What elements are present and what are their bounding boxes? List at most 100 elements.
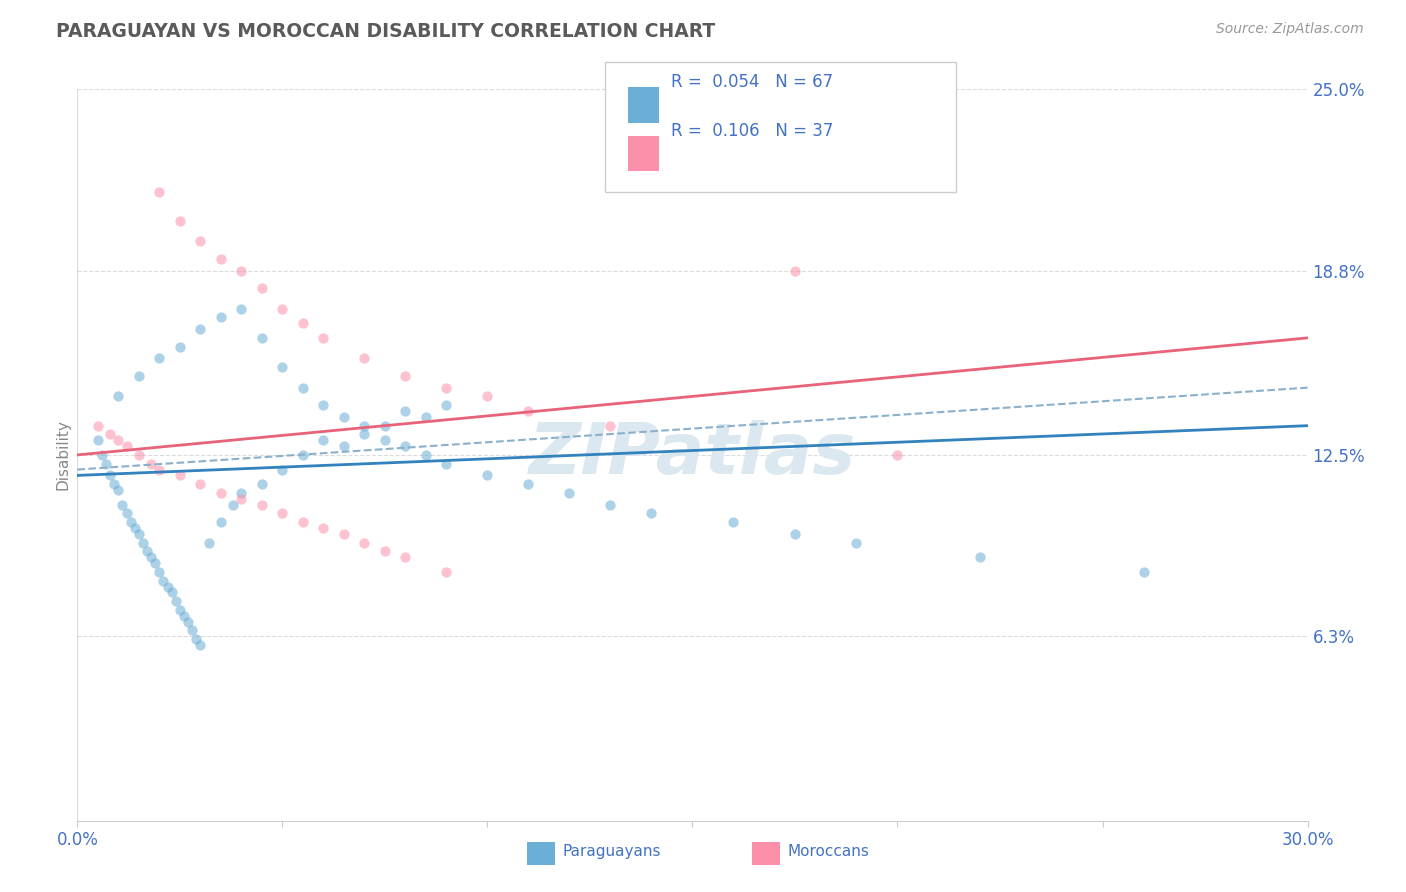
Point [115,439,138,453]
Point [160,585,183,599]
Point [783,263,806,277]
Point [599,498,621,512]
Point [436,457,458,471]
Point [394,368,416,383]
Point [173,608,195,623]
Point [128,448,150,462]
Point [169,468,191,483]
Point [188,638,212,652]
Point [165,594,187,608]
Point [169,214,191,228]
Point [94,457,117,471]
Point [250,498,273,512]
Point [436,565,458,579]
Point [394,439,416,453]
Point [640,507,662,521]
Point [436,398,458,412]
Point [156,580,179,594]
Point [107,434,129,448]
Point [558,486,581,500]
Point [333,439,356,453]
Point [1132,565,1154,579]
Text: ZIPatlas: ZIPatlas [529,420,856,490]
Point [136,544,159,558]
Point [333,409,356,424]
Point [188,322,212,336]
Point [353,427,375,442]
Text: Paraguayans: Paraguayans [562,844,661,859]
Point [353,535,375,549]
Point [250,281,273,295]
Point [107,483,129,497]
Point [969,550,991,565]
Point [90,448,114,462]
Point [120,515,142,529]
Point [353,351,375,366]
Text: R =  0.054   N = 67: R = 0.054 N = 67 [671,73,832,91]
Point [291,316,314,330]
Point [291,448,314,462]
Point [98,427,121,442]
Point [312,434,335,448]
Point [250,477,273,491]
Point [599,418,621,433]
Text: PARAGUAYAN VS MOROCCAN DISABILITY CORRELATION CHART: PARAGUAYAN VS MOROCCAN DISABILITY CORREL… [56,22,716,41]
Point [107,389,129,403]
Point [177,615,200,629]
Point [115,507,138,521]
Point [148,565,170,579]
Point [181,624,204,638]
Point [477,468,499,483]
Point [128,527,150,541]
Point [148,462,170,476]
Point [291,381,314,395]
Point [312,521,335,535]
Point [141,457,163,471]
Y-axis label: Disability: Disability [55,419,70,491]
Point [209,486,232,500]
Point [845,535,868,549]
Point [209,310,232,325]
Point [143,556,166,570]
Text: R =  0.106   N = 37: R = 0.106 N = 37 [671,122,832,140]
Point [477,389,499,403]
Point [132,535,155,549]
Point [87,418,110,433]
Point [141,550,163,565]
Point [209,515,232,529]
Point [186,632,208,647]
Point [312,398,335,412]
Point [783,527,806,541]
Point [886,448,908,462]
Point [169,340,191,354]
Point [250,331,273,345]
Point [231,491,253,506]
Point [152,574,174,588]
Text: Source: ZipAtlas.com: Source: ZipAtlas.com [1216,22,1364,37]
Point [188,477,212,491]
Point [222,498,245,512]
Point [197,535,219,549]
Point [415,409,437,424]
Point [231,486,253,500]
Point [128,368,150,383]
Point [271,301,294,316]
Point [148,351,170,366]
Point [312,331,335,345]
Point [394,404,416,418]
Point [517,404,540,418]
Point [291,515,314,529]
Point [111,498,134,512]
Point [231,263,253,277]
Point [271,462,294,476]
Point [333,527,356,541]
Point [98,468,121,483]
Point [353,418,375,433]
Point [271,507,294,521]
Point [374,544,396,558]
Point [209,252,232,266]
Point [723,515,745,529]
Point [87,434,110,448]
Point [517,477,540,491]
Point [103,477,125,491]
